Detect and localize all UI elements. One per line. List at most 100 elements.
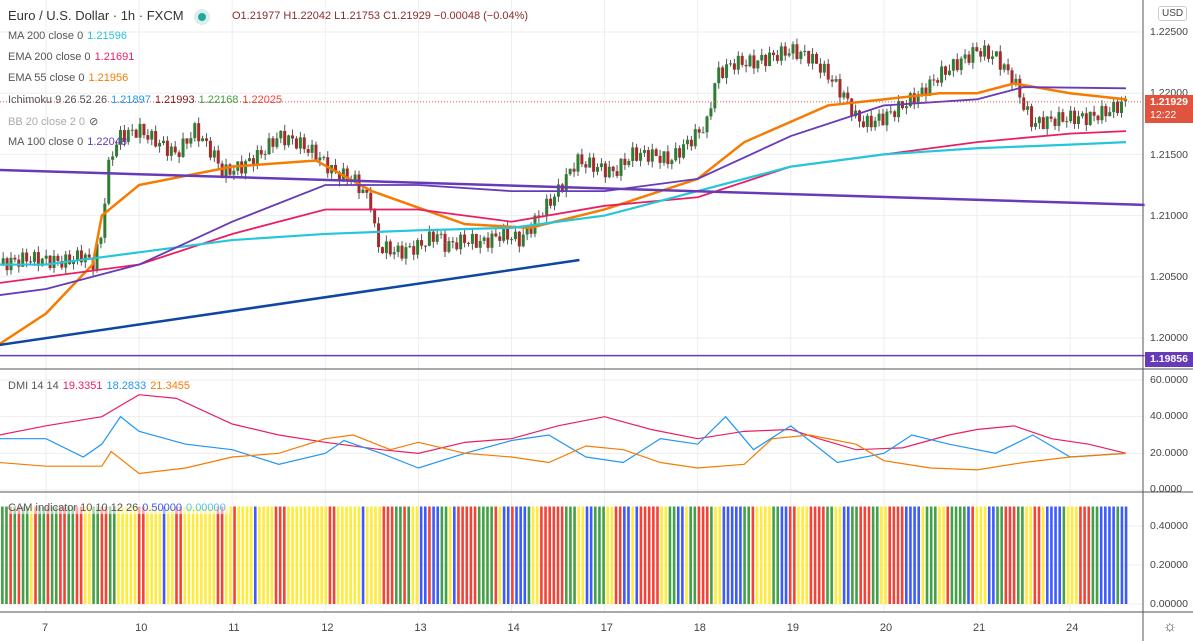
time-tick: 13 [414,622,427,634]
cam-bar [428,506,431,604]
candle-body [377,223,381,248]
legend-ema200[interactable]: EMA 200 close 0 1.21691 [8,51,135,63]
cam-bar [54,506,58,604]
cam-bar [1012,506,1016,604]
cam-bar [1045,506,1049,604]
candle-body [502,227,506,241]
cam-bar [399,506,402,604]
cam-bar [249,506,253,604]
cam-bar [312,506,315,604]
settings-gear-icon[interactable]: ☼ [1163,618,1177,635]
candle-body [572,168,576,172]
cam-bar [353,506,357,604]
candle-body [478,240,482,248]
candle-body [427,231,431,246]
cam-bar [444,506,448,604]
candle-body [294,138,298,149]
cam-bar [822,506,825,604]
cam-bar [461,506,464,604]
price-tick: 1.21500 [1150,149,1188,161]
legend-ma200[interactable]: MA 200 close 0 1.21596 [8,30,127,42]
candle-body [971,47,975,63]
cam-bar [432,506,435,604]
candle-body [115,144,119,157]
cam-bar [200,506,203,604]
legend-dmi[interactable]: DMI 14 14 19.3351 18.2833 21.3455 [8,380,191,392]
cam-bar [726,506,730,604]
cam-bar [676,506,680,604]
candle-body [40,258,44,266]
candle-body [549,198,553,206]
cam-bar [490,506,493,604]
cam-bar [573,506,576,604]
cam-bar [324,506,328,604]
cam-bar [880,506,883,604]
cam-bar [453,506,456,604]
candle-body [1057,112,1061,126]
candle-body [369,192,373,210]
candle-body [580,154,584,165]
candle-body [771,52,775,56]
candle-body [263,154,267,156]
cam-bar [838,506,842,604]
time-tick: 12 [321,622,334,634]
candle-body [838,79,842,98]
cam-bar [560,506,564,604]
cam-bar [137,506,141,604]
hidden-eye-icon[interactable]: ⊘ [89,116,99,128]
legend-cam[interactable]: CAM indicator 10 10 12 26 0.50000 0.00000 [8,502,230,514]
legend-ema55[interactable]: EMA 55 close 0 1.21956 [8,72,129,84]
cam-bar [602,506,605,604]
cam-bar [75,506,79,604]
candle-body [75,250,79,261]
candle-body [474,233,478,248]
cam-bar [527,506,531,604]
candle-body [619,158,623,176]
symbol-title[interactable]: Euro / U.S. Dollar · 1h · FXCM [8,8,220,23]
cam-bar [958,506,962,604]
cam-bar [237,506,240,604]
currency-button[interactable]: USD [1158,6,1188,21]
cam-bar [253,506,257,604]
legend-bb[interactable]: BB 20 close 2 0 ⊘ [8,116,99,128]
candle-body [627,160,631,166]
candle-body [685,139,689,145]
candle-body [1084,113,1088,125]
candle-body [705,116,709,133]
candle-body [1061,112,1065,122]
candle-body [122,130,126,142]
candle-body [951,59,955,71]
candle-body [869,115,873,128]
candle-body [1022,97,1026,110]
candle-body [662,151,666,163]
cam-bar [863,506,867,604]
cam-bar [809,506,813,604]
candle-body [306,149,310,153]
cam-bar [544,506,547,604]
cam-bar [992,506,995,604]
cam-bar [797,506,800,604]
candle-body [1006,64,1010,71]
legend-ichimoku[interactable]: Ichimoku 9 26 52 26 1.21897 1.21993 1.22168… [8,94,283,106]
candle-body [345,168,349,181]
cam-bar [1124,506,1128,604]
candle-body [553,196,557,206]
series-ema-55 [0,82,1127,346]
dmi-adx [0,394,1127,454]
cam-bar [871,506,875,604]
cam-bar [274,506,278,604]
candle-body [21,252,25,267]
cam-bar [685,506,688,604]
cam-bar [983,506,987,604]
candle-body [940,66,944,83]
candle-body [607,166,611,178]
cam-bar [577,506,581,604]
candle-body [697,129,701,133]
cam-bar [971,506,974,604]
candle-body [830,79,834,82]
candle-body [1088,111,1092,125]
candle-body [111,156,115,160]
legend-ma100[interactable]: MA 100 close 0 1.22048 [8,136,127,148]
candle-body [298,137,302,149]
